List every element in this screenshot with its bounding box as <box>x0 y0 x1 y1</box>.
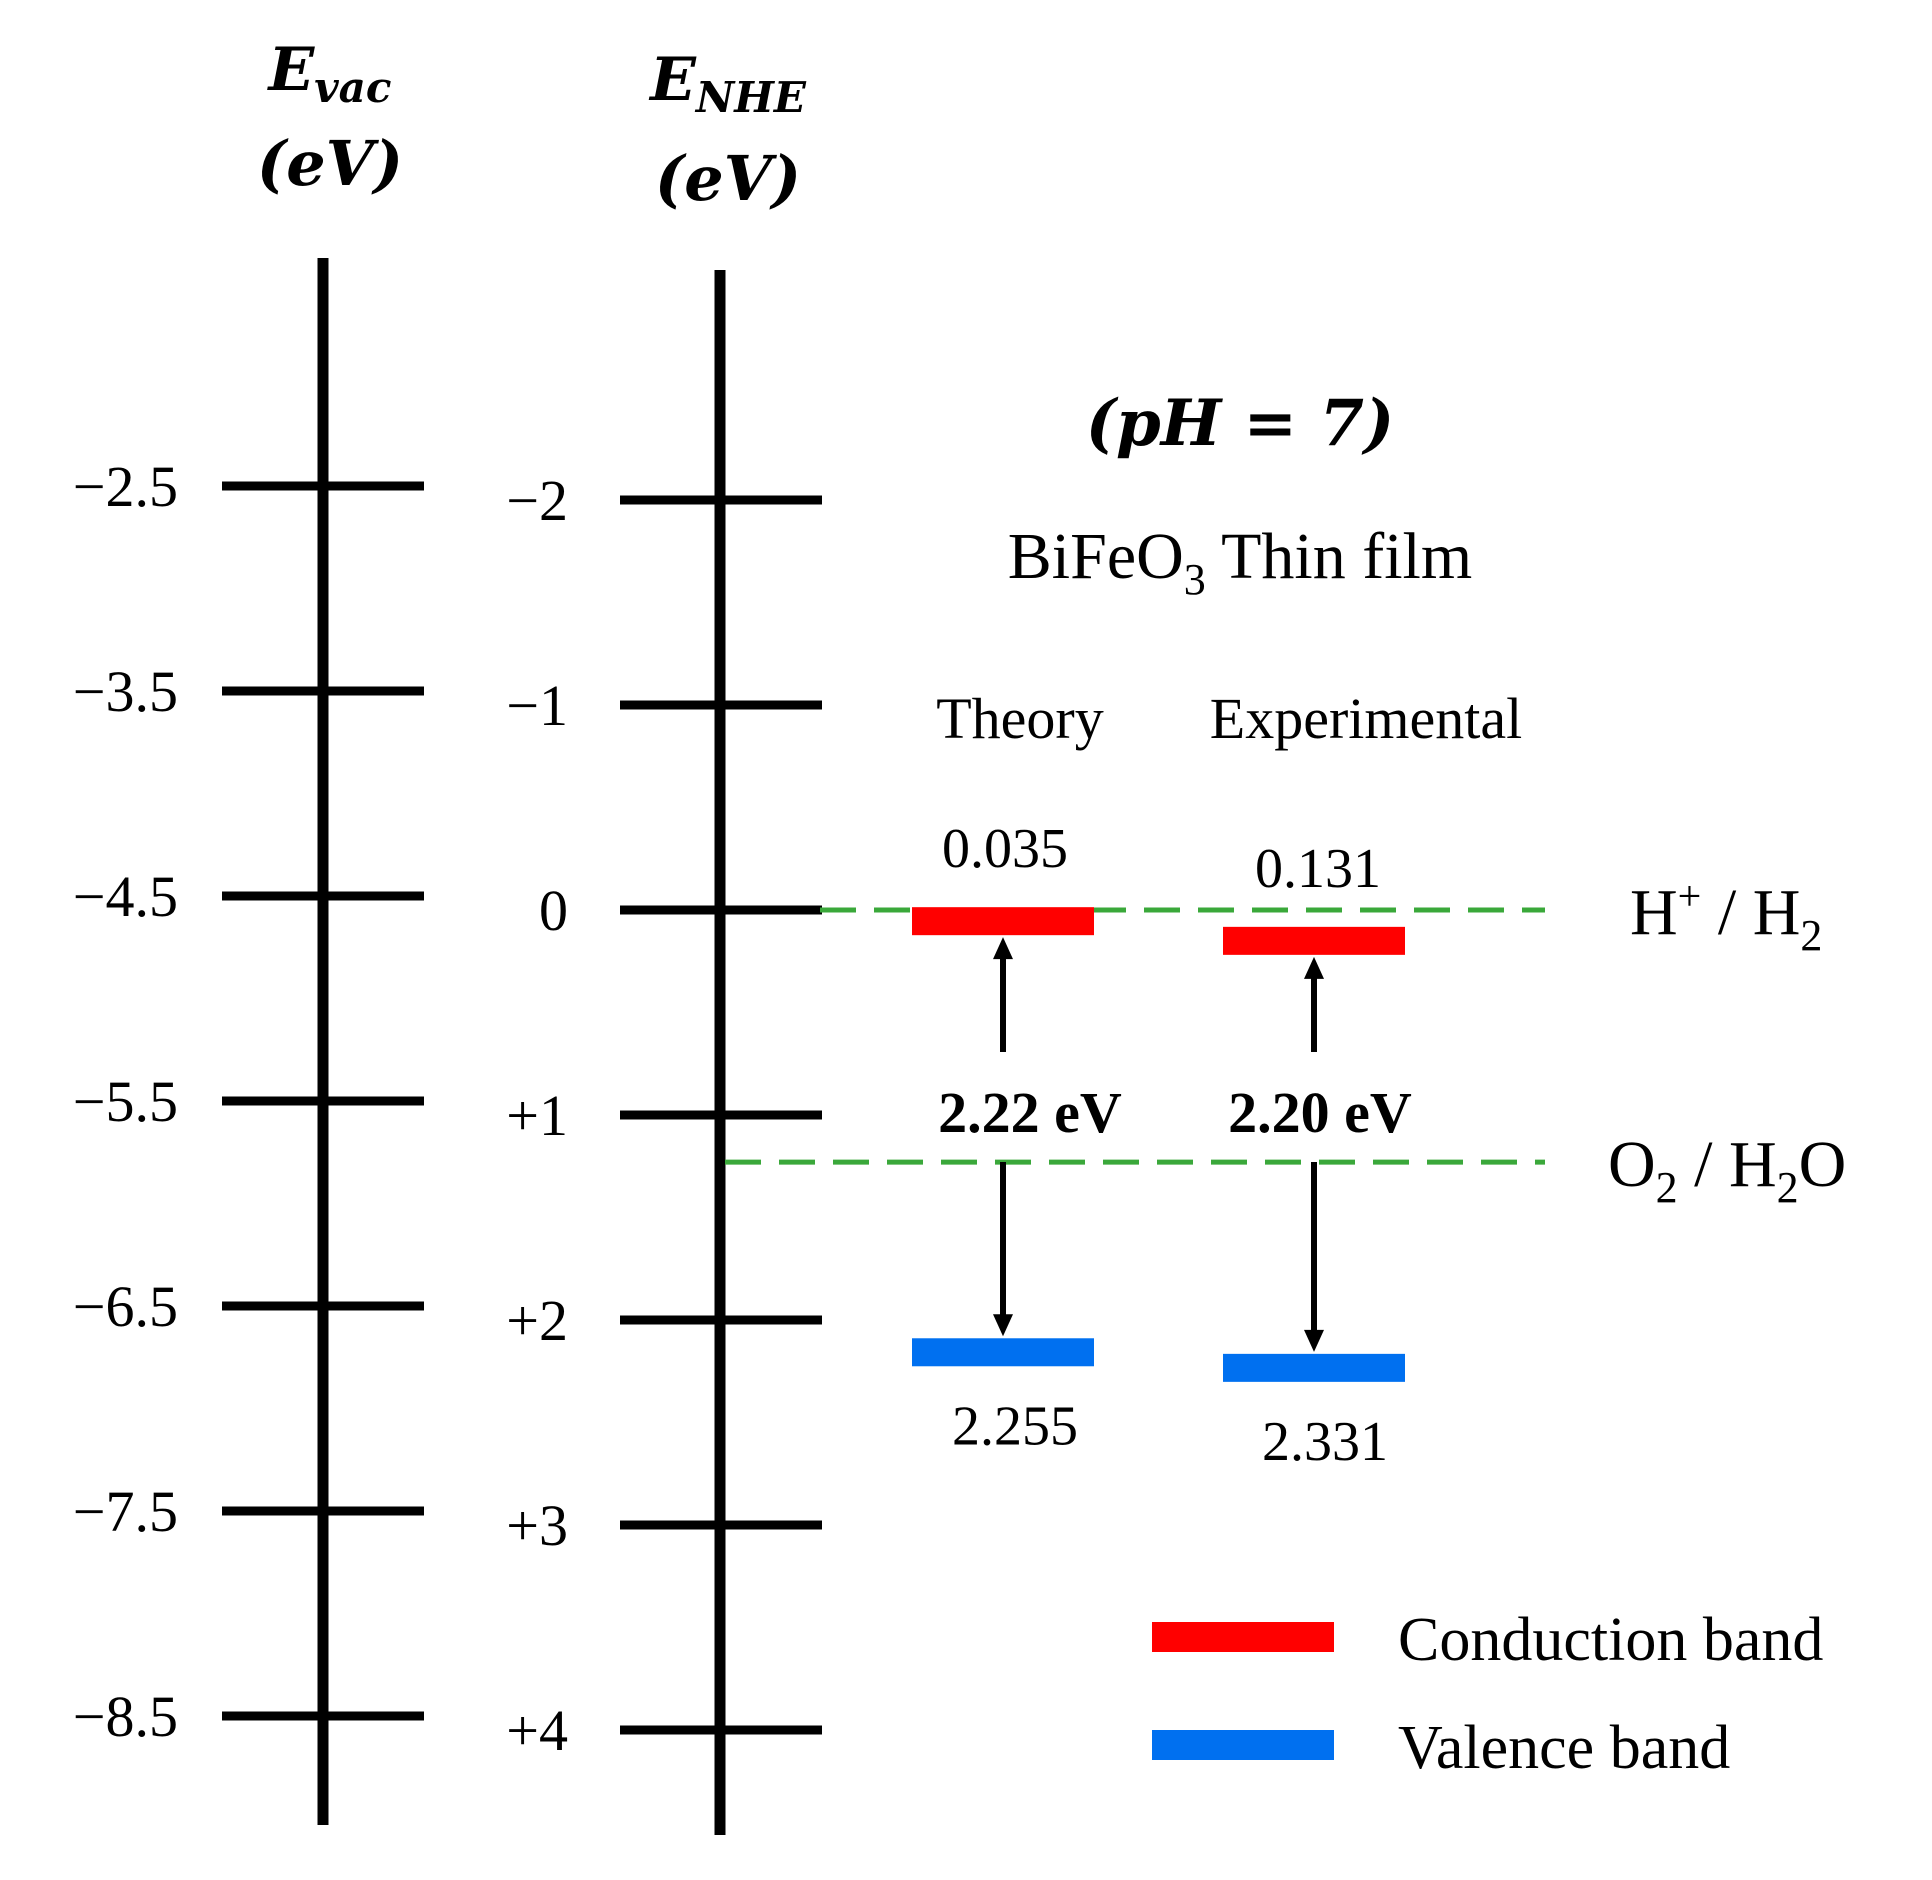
vac-axis-ticks: −2.5 −3.5 −4.5 −5.5 −6.5 −7.5 −8.5 <box>73 454 424 1749</box>
legend: Conduction band Valence band <box>1152 1606 1823 1782</box>
theory-conduction-band <box>912 907 1094 936</box>
o2-redox-label: O2 / H2O <box>1608 1128 1846 1212</box>
nhe-axis-title: ENHE <box>648 45 807 122</box>
legend-conduction-swatch <box>1152 1622 1334 1652</box>
legend-valence-swatch <box>1152 1730 1334 1760</box>
nhe-tick-label: +4 <box>506 1698 568 1763</box>
nhe-tick-label: −2 <box>506 468 568 533</box>
theory-arrowhead-down <box>993 1314 1013 1337</box>
nhe-tick-label: +3 <box>506 1493 568 1558</box>
nhe-tick-label: +2 <box>506 1288 568 1353</box>
vac-tick-label: −5.5 <box>73 1069 178 1134</box>
experimental-arrowhead-up <box>1304 956 1324 979</box>
experimental-valence-band <box>1223 1353 1405 1382</box>
experimental-column-label: Experimental <box>1210 686 1522 751</box>
experimental-conduction-band <box>1223 926 1405 955</box>
redox-potentials: H+ / H2 O2 / H2O <box>725 874 1846 1212</box>
theory-vb-value: 2.255 <box>952 1395 1078 1457</box>
nhe-tick-label: 0 <box>539 878 568 943</box>
theory-arrowhead-up <box>993 937 1013 960</box>
vac-axis-unit: (eV) <box>257 127 403 200</box>
legend-valence-label: Valence band <box>1398 1714 1730 1782</box>
vac-tick-label: −2.5 <box>73 454 178 519</box>
band-edges: Theory 0.035 2.255 2.22 eV Experimental 0.131… <box>912 686 1522 1473</box>
h2-redox-label: H+ / H2 <box>1630 874 1822 960</box>
theory-column-label: Theory <box>936 686 1104 751</box>
vac-axis-title: Evac <box>267 35 392 112</box>
experimental-vb-value: 2.331 <box>1262 1411 1388 1473</box>
vac-tick-label: −6.5 <box>73 1274 178 1339</box>
theory-cb-value: 0.035 <box>942 818 1068 880</box>
nhe-axis-ticks: −2 −1 0 +1 +2 +3 +4 <box>506 468 822 1763</box>
legend-conduction-label: Conduction band <box>1398 1606 1823 1674</box>
vac-tick-label: −7.5 <box>73 1479 178 1544</box>
theory-valence-band <box>912 1338 1094 1367</box>
experimental-cb-value: 0.131 <box>1255 838 1381 900</box>
vac-tick-label: −4.5 <box>73 864 178 929</box>
experimental-arrowhead-down <box>1304 1329 1324 1352</box>
vac-tick-label: −8.5 <box>73 1684 178 1749</box>
nhe-axis-unit: (eV) <box>655 142 801 215</box>
experimental-band-gap: 2.20 eV <box>1228 1080 1412 1145</box>
nhe-tick-label: −1 <box>506 673 568 738</box>
material-label: BiFeO3 Thin film <box>1008 520 1472 604</box>
theory-band-gap: 2.22 eV <box>938 1080 1122 1145</box>
vac-tick-label: −3.5 <box>73 659 178 724</box>
ph-condition: (pH = 7) <box>1086 386 1395 461</box>
nhe-tick-label: +1 <box>506 1083 568 1148</box>
